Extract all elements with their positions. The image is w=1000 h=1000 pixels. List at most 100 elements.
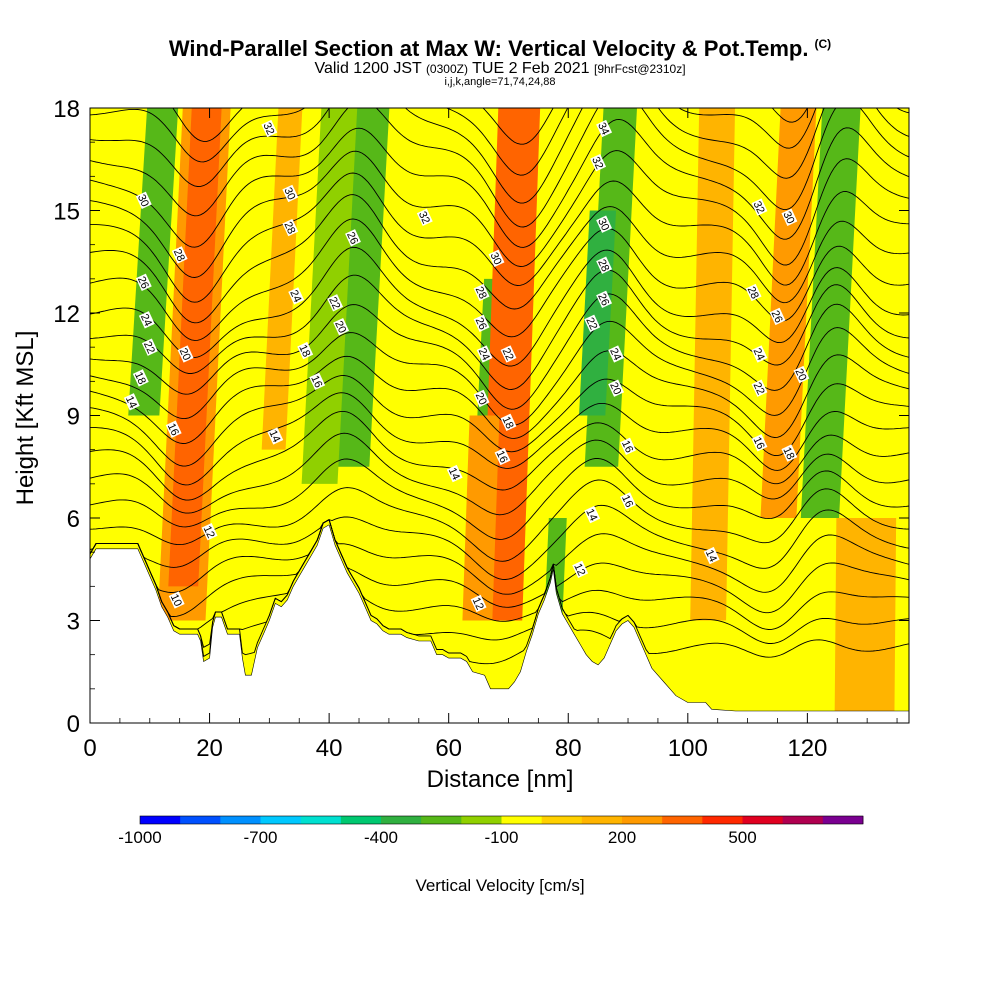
theta-label-text: 20 bbox=[332, 319, 348, 335]
y-tick-label: 18 bbox=[53, 96, 80, 123]
theta-label-bg bbox=[500, 345, 517, 363]
theta-label-bg bbox=[141, 338, 158, 356]
theta-label-text: 12 bbox=[571, 562, 587, 578]
theta-label: 30 bbox=[488, 249, 505, 267]
theta-label: 18 bbox=[500, 413, 517, 431]
theta-contour bbox=[90, 504, 909, 580]
velocity-band bbox=[462, 415, 500, 621]
theta-label-bg bbox=[596, 256, 613, 274]
theta-label-bg bbox=[751, 198, 768, 216]
theta-contour bbox=[90, 194, 909, 324]
theta-label: 20 bbox=[177, 345, 194, 363]
colorbar-swatch bbox=[381, 816, 422, 824]
theta-label-text: 18 bbox=[500, 415, 516, 431]
theta-label-text: 22 bbox=[751, 381, 767, 397]
theta-label-bg bbox=[282, 218, 299, 237]
theta-label-bg bbox=[596, 119, 613, 138]
theta-label-bg bbox=[177, 345, 194, 363]
theta-label: 12 bbox=[470, 594, 487, 613]
theta-label: 28 bbox=[473, 283, 490, 302]
theta-label: 14 bbox=[123, 393, 140, 411]
theta-label-text: 20 bbox=[177, 346, 193, 362]
theta-label-text: 24 bbox=[138, 312, 154, 328]
theta-label-bg bbox=[261, 119, 278, 138]
theta-label: 26 bbox=[135, 273, 152, 291]
theta-label-text: 34 bbox=[595, 121, 611, 137]
colorbar-swatch bbox=[622, 816, 663, 824]
velocity-band bbox=[800, 108, 861, 518]
theta-label-text: 24 bbox=[607, 346, 623, 362]
x-axis-label: Distance [nm] bbox=[426, 766, 574, 793]
theta-label-text: 24 bbox=[287, 288, 303, 304]
theta-label: 26 bbox=[473, 314, 490, 332]
x-tick-label: 60 bbox=[435, 735, 462, 762]
theta-label-text: 30 bbox=[135, 193, 151, 209]
theta-label: 14 bbox=[266, 427, 284, 445]
theta-label: 28 bbox=[745, 283, 762, 302]
colorbar-frame bbox=[139, 815, 864, 825]
theta-label-text: 30 bbox=[595, 217, 611, 233]
theta-label-text: 30 bbox=[488, 251, 504, 267]
theta-contour bbox=[90, 519, 909, 630]
theta-contour bbox=[90, 479, 909, 562]
theta-label-text: 20 bbox=[473, 391, 489, 407]
theta-label-text: 26 bbox=[473, 316, 489, 332]
colorbar-swatch bbox=[421, 816, 462, 824]
theta-label-bg bbox=[793, 365, 810, 384]
chart-subtitle: Valid 1200 JST (0300Z) TUE 2 Feb 2021 [9… bbox=[0, 60, 1000, 78]
colorbar-swatch bbox=[220, 816, 261, 824]
theta-label-text: 28 bbox=[281, 220, 297, 236]
theta-label-bg bbox=[446, 464, 463, 483]
theta-label: 22 bbox=[141, 338, 158, 356]
theta-label-text: 18 bbox=[296, 343, 312, 359]
theta-label-bg bbox=[488, 249, 505, 267]
theta-label-text: 22 bbox=[326, 295, 342, 311]
colorbar-tick-label: 200 bbox=[608, 828, 636, 847]
colorbar-swatch bbox=[541, 816, 583, 824]
theta-label: 26 bbox=[344, 229, 361, 247]
theta-label: 14 bbox=[446, 464, 463, 483]
theta-contour bbox=[90, 108, 909, 228]
theta-label-text: 18 bbox=[780, 445, 796, 461]
theta-contour bbox=[90, 108, 909, 176]
theta-label-text: 14 bbox=[446, 466, 462, 482]
theta-label-bg bbox=[572, 560, 589, 578]
theta-label: 20 bbox=[332, 318, 350, 336]
theta-contour bbox=[90, 246, 909, 367]
colorbar-swatch bbox=[260, 816, 302, 824]
colorbar-label: Vertical Velocity [cm/s] bbox=[415, 876, 585, 895]
theta-label: 30 bbox=[595, 215, 613, 233]
theta-label-text: 24 bbox=[476, 346, 492, 362]
theta-label-bg bbox=[584, 505, 601, 524]
theta-label-text: 32 bbox=[416, 210, 432, 226]
theta-label-bg bbox=[416, 208, 433, 226]
theta-label-bg bbox=[473, 314, 490, 332]
theta-label: 28 bbox=[171, 246, 188, 264]
valid-prefix: Valid 1200 JST bbox=[314, 60, 422, 77]
theta-label: 34 bbox=[595, 119, 613, 138]
colorbar: -1000 -700 -400 -100 200 500 bbox=[118, 815, 864, 847]
velocity-band bbox=[128, 108, 179, 416]
theta-label-text: 30 bbox=[780, 210, 796, 226]
theta-label: 28 bbox=[281, 218, 299, 237]
theta-label-bg bbox=[135, 191, 152, 209]
velocity-band bbox=[331, 108, 390, 467]
theta-label: 14 bbox=[703, 546, 720, 565]
theta-label-text: 32 bbox=[260, 121, 276, 137]
x-tick-label: 0 bbox=[83, 735, 96, 762]
theta-label: 20 bbox=[473, 389, 490, 408]
theta-label: 24 bbox=[751, 345, 768, 363]
chart-title: Wind-Parallel Section at Max W: Vertical… bbox=[168, 36, 832, 61]
theta-label-text: 18 bbox=[132, 370, 148, 386]
colorbar-swatch bbox=[702, 816, 743, 824]
theta-label-bg bbox=[309, 372, 326, 390]
y-tick-label: 6 bbox=[67, 506, 80, 533]
velocity-field bbox=[90, 108, 909, 723]
theta-label-bg bbox=[476, 345, 493, 363]
colorbar-swatch bbox=[180, 816, 221, 824]
theta-label: 32 bbox=[589, 154, 607, 172]
theta-label: 16 bbox=[494, 447, 511, 466]
theta-label-text: 26 bbox=[769, 309, 785, 325]
grid-params: i,j,k,angle=71,74,24,88 bbox=[444, 76, 556, 88]
colorbar-swatch bbox=[461, 816, 502, 824]
